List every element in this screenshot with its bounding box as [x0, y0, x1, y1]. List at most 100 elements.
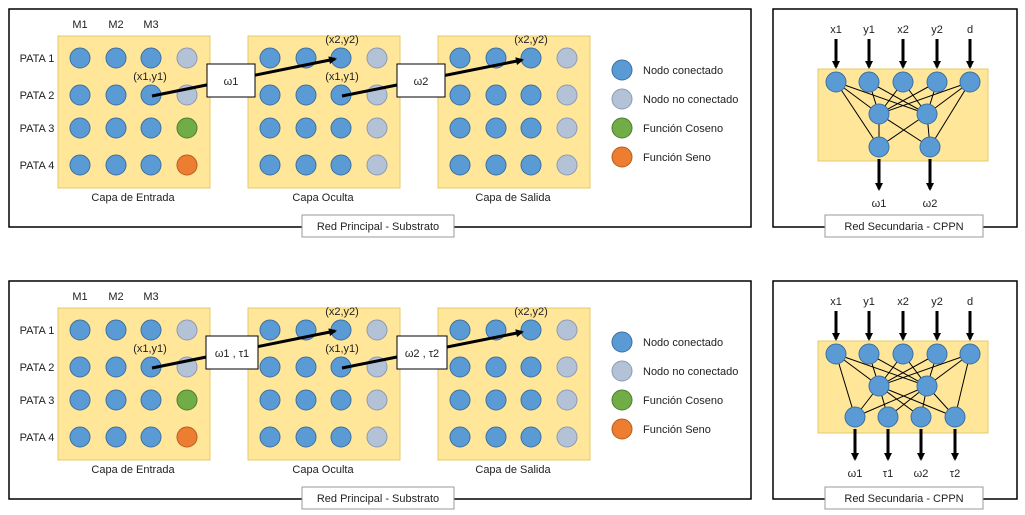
cppn-network: Red Secundaria - CPPN x1 y1 x2 y2 d ω1 ω2	[772, 8, 1018, 238]
source-coordinate-label: (x1,y1)	[133, 343, 167, 355]
column-label: M1	[72, 291, 87, 303]
unconnected-node	[366, 426, 388, 448]
unconnected-node	[556, 319, 578, 341]
unconnected-node	[176, 47, 198, 69]
legend-label: Función Seno	[643, 152, 711, 164]
connected-node	[520, 426, 542, 448]
cppn-input-node	[825, 71, 847, 93]
target-coordinate-label: (x2,y2)	[325, 306, 359, 318]
connected-node	[485, 356, 507, 378]
connected-node	[105, 319, 127, 341]
unconnected-node	[556, 426, 578, 448]
cppn-input-node	[892, 71, 914, 93]
cppn-output-node	[877, 406, 899, 428]
layer-label: Capa de Entrada	[91, 464, 175, 476]
cppn-edge	[835, 81, 880, 148]
row-label: PATA 4	[20, 432, 55, 444]
cppn-input-label: y1	[863, 296, 875, 308]
weight-label: ω1	[224, 76, 239, 88]
cppn-input-node	[959, 71, 981, 93]
legend-swatch	[611, 117, 633, 139]
panel-0: Red Principal - Substrato M1 M2 M3 PATA 1 PAT…	[8, 8, 1018, 238]
row-label: PATA 3	[20, 123, 55, 135]
connected-node	[259, 426, 281, 448]
connected-node	[140, 389, 162, 411]
cppn-output-label: ω1	[872, 198, 887, 210]
connected-node	[449, 319, 471, 341]
connected-node	[259, 84, 281, 106]
connected-node	[105, 117, 127, 139]
weight-box	[205, 335, 259, 370]
legend-swatch	[611, 360, 633, 382]
legend-swatch	[611, 418, 633, 440]
connected-node	[295, 154, 317, 176]
connected-node	[449, 389, 471, 411]
legend-label: Función Seno	[643, 424, 711, 436]
legend-label: Nodo conectado	[643, 337, 723, 349]
connected-node	[259, 47, 281, 69]
cppn-input-node	[858, 343, 880, 365]
connected-node	[520, 154, 542, 176]
unconnected-node	[366, 319, 388, 341]
connected-node	[140, 47, 162, 69]
cppn-input-node	[892, 343, 914, 365]
main-caption: Red Principal - Substrato	[317, 221, 439, 233]
connected-node	[295, 117, 317, 139]
unconnected-node	[366, 47, 388, 69]
connected-node	[69, 389, 91, 411]
connected-node	[105, 47, 127, 69]
cppn-edge	[878, 81, 938, 115]
cppn-output-label: ω1	[848, 468, 863, 480]
legend-swatch	[611, 88, 633, 110]
cppn-network: Red Secundaria - CPPN x1 y1 x2 y2 d ω1 τ1 ω2 τ2	[772, 280, 1018, 510]
row-label: PATA 1	[20, 325, 55, 337]
connected-node	[295, 389, 317, 411]
connected-node	[259, 389, 281, 411]
cppn-edge	[878, 81, 971, 115]
cppn-input-node	[858, 71, 880, 93]
target-coordinate-label: (x2,y2)	[325, 34, 359, 46]
weight-box	[396, 63, 446, 98]
cppn-output-label: ω2	[923, 198, 938, 210]
column-label: M2	[108, 291, 123, 303]
weight-box	[206, 63, 256, 98]
unconnected-node	[556, 117, 578, 139]
legend-swatch	[611, 331, 633, 353]
connected-node	[520, 356, 542, 378]
source-coordinate-label: (x1,y1)	[325, 71, 359, 83]
source-coordinate-label: (x1,y1)	[133, 71, 167, 83]
cppn-input-label: d	[967, 296, 973, 308]
cppn-caption-box	[824, 486, 984, 510]
main-caption-box	[301, 214, 455, 238]
cppn-input-label: y2	[931, 24, 943, 36]
cosine-node	[176, 389, 198, 411]
cppn-output-node	[944, 406, 966, 428]
unconnected-node	[556, 389, 578, 411]
row-label: PATA 3	[20, 395, 55, 407]
connected-node	[520, 117, 542, 139]
connected-node	[485, 117, 507, 139]
cppn-hidden-node	[916, 375, 938, 397]
column-label: M3	[143, 291, 158, 303]
connected-node	[330, 426, 352, 448]
connected-node	[140, 117, 162, 139]
cppn-edge	[868, 81, 928, 115]
unconnected-node	[366, 154, 388, 176]
cppn-edge	[954, 353, 971, 418]
layer-label: Capa de Salida	[475, 464, 551, 476]
connected-node	[485, 154, 507, 176]
cppn-input-label: y1	[863, 24, 875, 36]
cosine-node	[176, 117, 198, 139]
row-label: PATA 1	[20, 53, 55, 65]
connected-node	[295, 356, 317, 378]
unconnected-node	[556, 84, 578, 106]
cppn-edge	[878, 353, 938, 387]
connected-node	[520, 84, 542, 106]
connected-node	[69, 154, 91, 176]
connected-node	[69, 356, 91, 378]
connected-node	[140, 319, 162, 341]
legend-label: Función Coseno	[643, 395, 723, 407]
cppn-input-node	[825, 343, 847, 365]
cppn-input-label: x2	[897, 296, 909, 308]
